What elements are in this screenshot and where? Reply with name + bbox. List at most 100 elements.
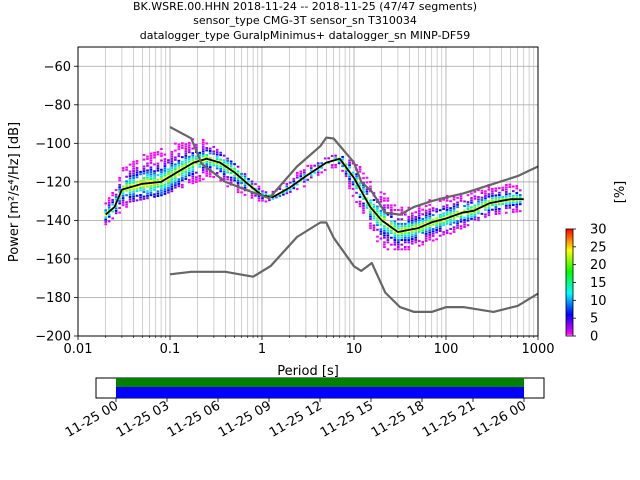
density-cell: [289, 188, 292, 191]
density-cell: [376, 207, 379, 210]
density-cell: [358, 205, 362, 208]
density-cell: [104, 211, 107, 214]
density-cell: [515, 194, 519, 197]
density-cell: [229, 172, 233, 175]
density-cell: [125, 194, 128, 197]
density-cell: [167, 175, 170, 178]
density-cell: [362, 209, 365, 212]
density-cell: [491, 187, 494, 190]
density-cell: [170, 187, 174, 190]
density-cell: [383, 197, 386, 200]
density-cell: [135, 190, 139, 193]
density-cell: [386, 229, 390, 232]
density-cell: [421, 222, 425, 225]
density-cell: [355, 175, 358, 178]
density-cell: [201, 141, 205, 144]
colorbar-label: [%]: [613, 181, 628, 204]
density-cell: [498, 212, 501, 215]
density-cell: [404, 234, 407, 237]
density-cell: [383, 215, 386, 218]
density-cell: [431, 234, 435, 237]
density-cell: [208, 147, 212, 150]
density-cell: [184, 159, 188, 162]
density-cell: [128, 170, 132, 173]
density-cell: [334, 163, 337, 166]
density-cell: [146, 197, 149, 200]
density-cell: [376, 217, 379, 220]
density-cell: [456, 201, 459, 204]
density-cell: [215, 167, 219, 170]
density-cell: [212, 162, 215, 165]
density-cell: [501, 202, 505, 205]
density-cell: [407, 218, 411, 221]
density-cell: [341, 165, 344, 168]
density-cell: [181, 160, 184, 163]
density-cell: [302, 171, 306, 174]
density-cell: [424, 228, 428, 231]
density-cell: [487, 211, 491, 214]
density-cell: [174, 168, 177, 171]
density-cell: [149, 187, 153, 190]
density-cell: [383, 236, 386, 239]
density-cell: [421, 243, 425, 246]
density-cell: [480, 198, 484, 201]
density-cell: [376, 235, 379, 238]
density-cell: [146, 178, 149, 181]
density-cell: [386, 232, 390, 235]
density-cell: [491, 197, 494, 200]
density-cell: [215, 158, 219, 161]
density-cell: [316, 162, 320, 165]
density-cell: [167, 173, 170, 176]
density-cell: [470, 217, 473, 220]
density-cell: [163, 172, 167, 175]
density-cell: [386, 239, 390, 242]
density-cell: [379, 200, 383, 203]
density-cell: [177, 185, 181, 188]
density-cell: [351, 194, 355, 197]
density-cell: [383, 225, 386, 228]
density-cell: [417, 219, 421, 222]
density-cell: [160, 178, 163, 181]
density-cell: [320, 171, 323, 174]
density-cell: [515, 203, 519, 206]
density-cell: [372, 208, 376, 211]
density-cell: [393, 220, 397, 223]
density-cell: [428, 210, 431, 213]
density-cell: [501, 186, 505, 189]
density-cell: [229, 160, 233, 163]
density-cell: [355, 184, 358, 187]
density-cell: [191, 152, 195, 155]
density-cell: [459, 227, 463, 230]
density-cell: [358, 184, 362, 187]
density-cell: [146, 181, 149, 184]
density-cell: [372, 203, 376, 206]
density-cell: [379, 230, 383, 233]
density-cell: [181, 183, 184, 186]
density-cell: [358, 170, 362, 173]
y-tick-label: −60: [44, 60, 71, 75]
density-cell: [167, 170, 170, 173]
density-cell: [149, 189, 153, 192]
density-cell: [449, 207, 452, 210]
density-cell: [494, 194, 498, 197]
density-cell: [135, 171, 139, 174]
density-cell: [337, 162, 341, 165]
density-cell: [177, 159, 181, 162]
density-cell: [400, 234, 404, 237]
density-cell: [379, 191, 383, 194]
density-cell: [417, 209, 421, 212]
density-cell: [376, 205, 379, 208]
density-cell: [177, 178, 181, 181]
x-tick-label: 100: [434, 342, 459, 357]
colorbar-tick-label: 30: [590, 223, 607, 238]
density-cell: [135, 160, 139, 163]
density-cell: [477, 219, 480, 222]
density-cell: [397, 236, 400, 239]
density-cell: [400, 225, 404, 228]
density-cell: [160, 159, 163, 162]
density-cell: [205, 160, 209, 163]
density-cell: [505, 190, 508, 193]
density-cell: [424, 212, 428, 215]
density-cell: [188, 151, 191, 154]
density-cell: [424, 232, 428, 235]
